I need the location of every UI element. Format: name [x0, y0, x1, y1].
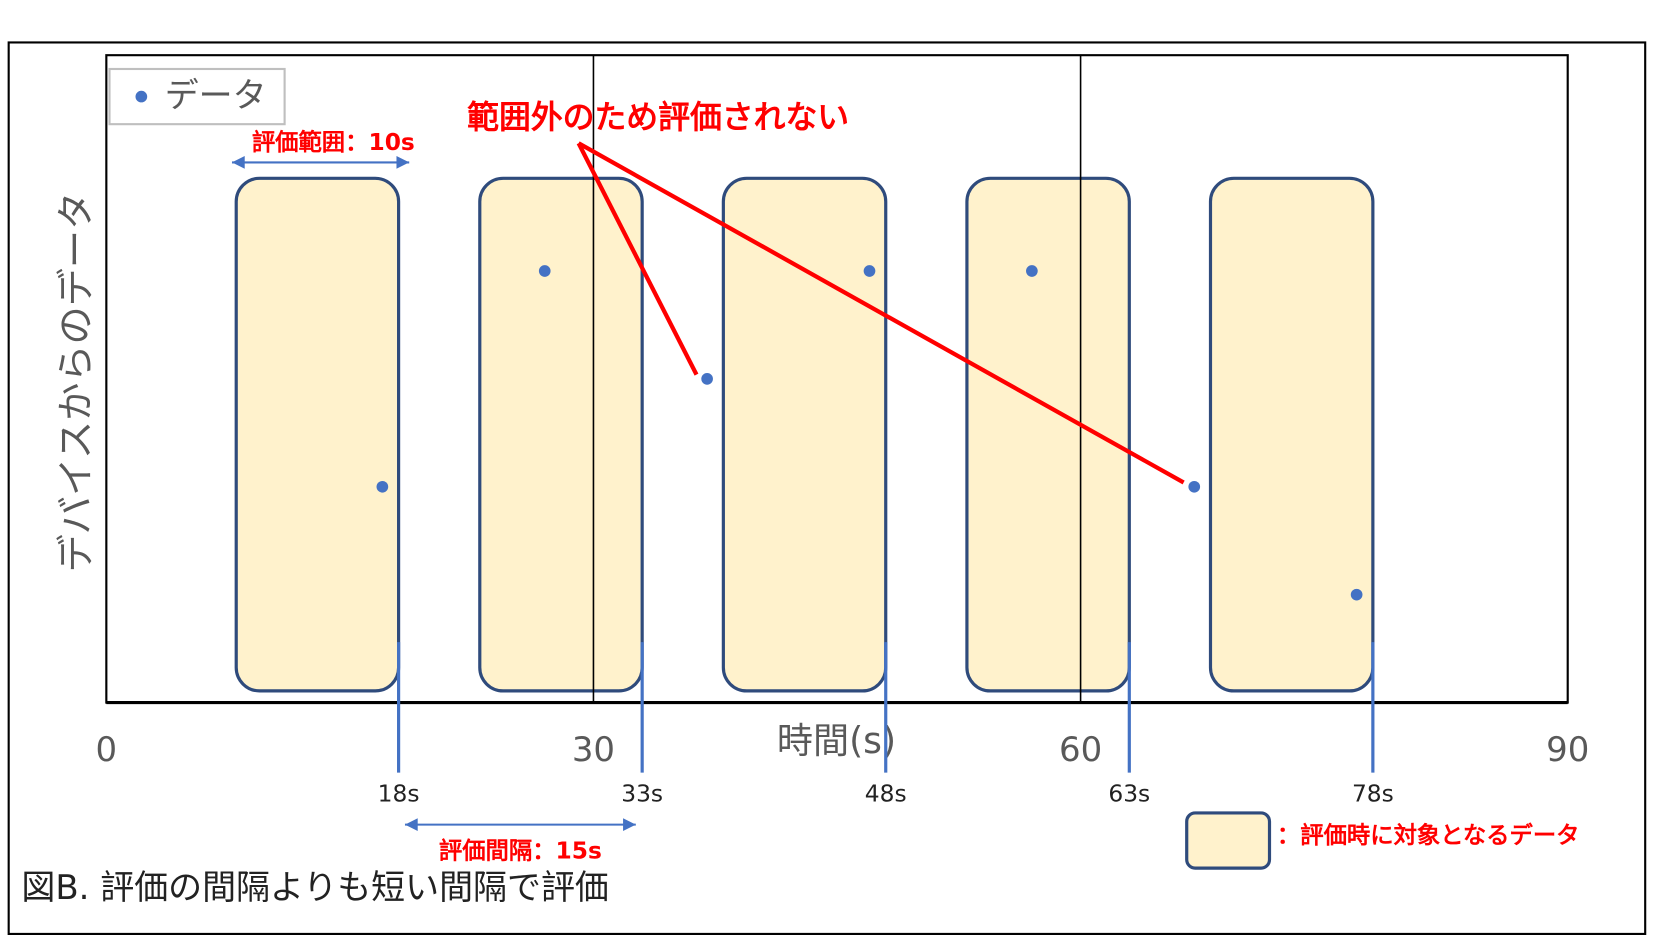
y-axis-label: デバイスからのデータ — [55, 192, 99, 573]
interval-label: 評価間隔：15s — [439, 837, 602, 865]
caption: 図B. 評価の間隔よりも短い間隔で評価 — [21, 868, 608, 908]
data-point — [863, 265, 876, 277]
data-point — [376, 480, 389, 493]
x-tick-label: 90 — [1546, 730, 1589, 770]
out-of-range-pointer — [576, 142, 699, 376]
evaluation-window — [478, 176, 644, 693]
window-end-label: 78s — [1352, 779, 1394, 807]
outer-frame — [7, 41, 1647, 935]
window-end-label: 33s — [621, 779, 663, 807]
out-of-range-label: 範囲外のため評価されない — [467, 98, 849, 136]
data-point — [1188, 480, 1201, 493]
x-tick-label: 30 — [572, 730, 615, 770]
window-end-label: 18s — [378, 779, 420, 807]
legend-marker — [135, 90, 148, 103]
evaluation-window — [721, 176, 888, 693]
window-end-label: 63s — [1108, 779, 1150, 807]
data-point — [701, 373, 713, 385]
legend-label: データ — [165, 76, 267, 116]
x-tick-label: 60 — [1059, 730, 1102, 770]
data-point — [538, 265, 551, 277]
out-of-range-pointer — [577, 141, 1185, 485]
evaluation-window — [1208, 176, 1375, 693]
x-axis-label: 時間(s) — [777, 720, 896, 762]
evaluation-window — [234, 176, 401, 693]
legend-box — [108, 67, 286, 126]
evaluation-window — [965, 176, 1131, 693]
data-point — [1350, 588, 1363, 601]
window-legend-swatch — [1185, 811, 1272, 870]
window-legend-label: ：評価時に対象となるデータ — [1277, 821, 1580, 849]
range-label: 評価範囲：10s — [252, 128, 415, 156]
window-end-label: 48s — [865, 779, 907, 807]
x-tick-label: 0 — [96, 730, 118, 770]
data-point — [1026, 265, 1038, 277]
